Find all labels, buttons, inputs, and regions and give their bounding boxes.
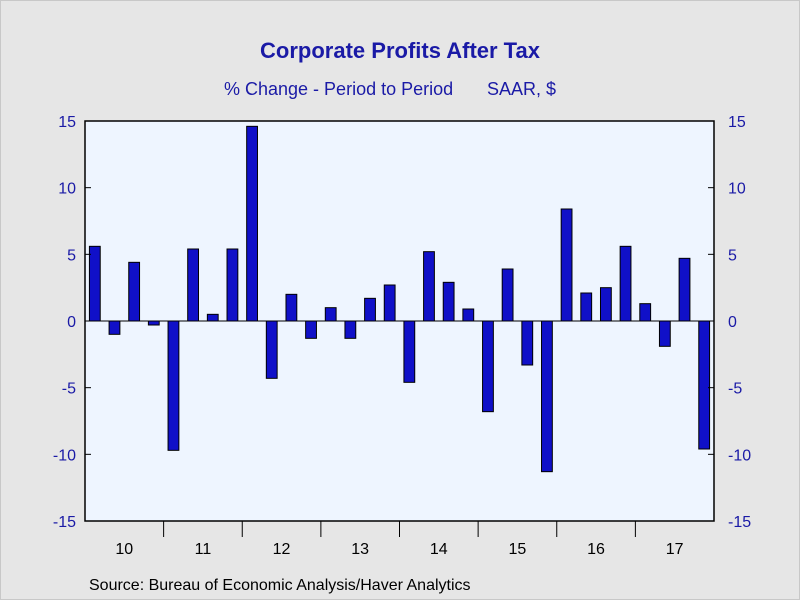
- bar-11Q1: [167, 320, 180, 451]
- x-tick-label-10: 10: [115, 541, 133, 558]
- y-tick-label-left: 0: [67, 314, 76, 331]
- bar-15Q3: [521, 320, 534, 366]
- chart-title: Corporate Profits After Tax: [260, 38, 540, 63]
- bar-17Q2: [658, 320, 671, 347]
- x-tick-label-17: 17: [666, 541, 684, 558]
- bar-13Q1: [324, 307, 337, 322]
- y-tick-label-left: -15: [53, 514, 76, 531]
- y-tick-label-right: -10: [728, 447, 751, 464]
- bar-15Q4: [541, 320, 553, 473]
- x-tick-label-16: 16: [587, 541, 605, 558]
- y-tick-label-right: 10: [728, 181, 746, 198]
- bar-17Q3: [678, 257, 691, 322]
- bar-11Q3: [206, 313, 219, 322]
- bar-14Q1: [403, 320, 416, 383]
- bar-series: [88, 125, 711, 473]
- y-tick-label-right: 0: [728, 314, 737, 331]
- bar-12Q4: [305, 320, 317, 339]
- y-tick-label-right: 15: [728, 114, 746, 131]
- y-tick-label-right: -5: [728, 381, 742, 398]
- bar-14Q4: [462, 308, 475, 322]
- bar-12Q2: [265, 320, 278, 379]
- bar-10Q1: [88, 245, 101, 322]
- bar-13Q3: [364, 297, 376, 322]
- bar-17Q4: [698, 320, 711, 450]
- y-tick-label-left: -5: [62, 381, 76, 398]
- chart-subtitle-right: SAAR, $: [487, 79, 557, 99]
- bar-16Q1: [560, 208, 573, 322]
- bar-16Q3: [599, 287, 612, 322]
- bar-15Q1: [482, 320, 494, 413]
- bar-11Q2: [187, 248, 200, 322]
- bar-17Q1: [639, 303, 652, 322]
- bar-16Q2: [580, 292, 593, 322]
- x-tick-label-12: 12: [273, 541, 291, 558]
- bar-12Q1: [246, 125, 258, 322]
- y-tick-label-left: 5: [67, 247, 76, 264]
- x-tick-label-15: 15: [509, 541, 527, 558]
- bar-14Q3: [442, 281, 455, 322]
- y-tick-label-right: -15: [728, 514, 751, 531]
- y-tick-label-left: -10: [53, 447, 76, 464]
- chart-source: Source: Bureau of Economic Analysis/Have…: [89, 577, 471, 594]
- chart-subtitle-left: % Change - Period to Period: [224, 79, 454, 99]
- y-tick-label-left: 10: [58, 181, 76, 198]
- bar-14Q2: [423, 251, 435, 322]
- axes: [84, 120, 715, 537]
- bar-13Q4: [383, 284, 396, 322]
- bar-10Q4: [147, 320, 160, 326]
- x-tick-label-14: 14: [430, 541, 448, 558]
- bar-12Q3: [285, 293, 298, 322]
- bar-10Q2: [108, 320, 121, 335]
- y-tick-label-right: 5: [728, 247, 737, 264]
- bar-13Q2: [344, 320, 357, 339]
- bar-16Q4: [619, 245, 632, 322]
- bar-11Q4: [226, 248, 239, 322]
- axis-labels: 15 15 10 10 5 5 0 0 -5 -5 -10 -10 -15 -15 10 11 12 13 14 15…: [53, 114, 751, 558]
- y-tick-label-left: 15: [58, 114, 76, 131]
- x-tick-label-11: 11: [195, 541, 212, 558]
- bar-10Q3: [128, 261, 141, 322]
- x-tick-label-13: 13: [351, 541, 369, 558]
- bar-15Q2: [501, 268, 514, 322]
